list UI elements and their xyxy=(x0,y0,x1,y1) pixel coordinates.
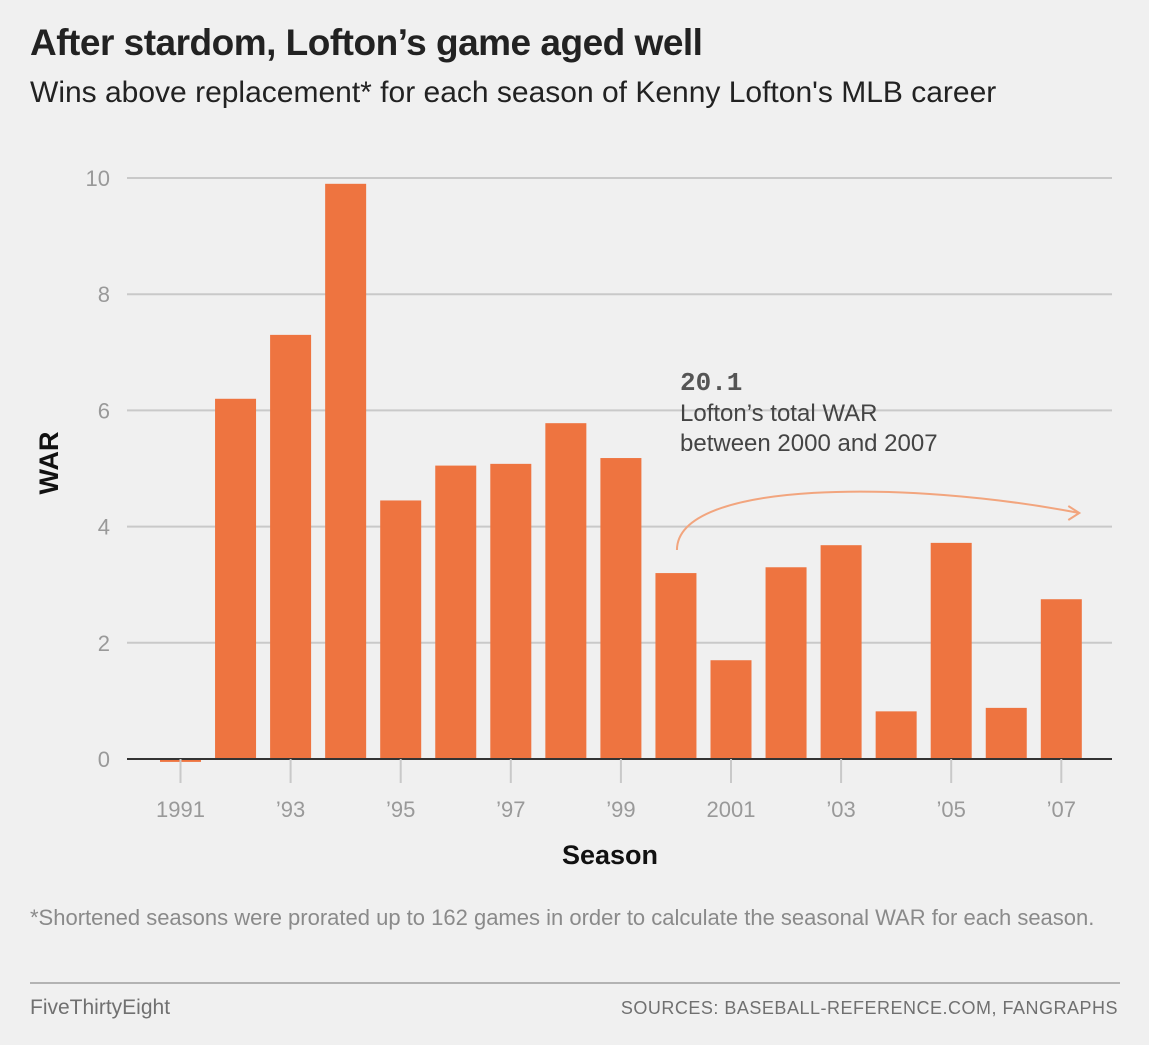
y-tick-label: 0 xyxy=(98,747,110,772)
footnote: *Shortened seasons were prorated up to 1… xyxy=(30,905,1095,930)
bar-2006 xyxy=(985,707,1027,759)
bar-1996 xyxy=(435,465,477,759)
bar-2007 xyxy=(1040,599,1082,759)
bar-1993 xyxy=(270,334,312,759)
x-tick-label: ’07 xyxy=(1047,797,1076,822)
bar-2000 xyxy=(655,573,697,759)
y-tick-label: 10 xyxy=(86,166,110,191)
x-tick-label: ’95 xyxy=(386,797,415,822)
brand-label: FiveThirtyEight xyxy=(30,996,171,1019)
annotation-arrow-head xyxy=(1067,505,1082,521)
x-tick-label: ’05 xyxy=(937,797,966,822)
y-axis-title: WAR xyxy=(34,432,64,495)
sources-label: SOURCES: BASEBALL-REFERENCE.COM, FANGRAP… xyxy=(620,998,1118,1018)
bar-1995 xyxy=(380,500,422,759)
x-tick-label: ’99 xyxy=(606,797,635,822)
x-tick-label: 2001 xyxy=(707,797,756,822)
bar-2002 xyxy=(765,567,807,759)
y-tick-label: 6 xyxy=(98,398,110,423)
y-tick-label: 4 xyxy=(98,515,110,540)
y-tick-label: 2 xyxy=(98,631,110,656)
bar-2001 xyxy=(710,660,752,759)
annotation-line-2: between 2000 and 2007 xyxy=(680,430,938,457)
bar-1999 xyxy=(600,458,642,759)
x-tick-label: ’97 xyxy=(496,797,525,822)
axes: 0 2 4 6 8 10 1991 ’93 ’95 ’97 ’99 2001 ’03 ’05 ’07 Seas… xyxy=(34,166,1112,870)
annotation-value: 20.1 xyxy=(680,368,742,398)
bar-1992 xyxy=(215,398,257,759)
bar-2003 xyxy=(820,545,862,759)
x-tick-label: ’93 xyxy=(276,797,305,822)
x-tick-label: 1991 xyxy=(156,797,205,822)
x-axis-title: Season xyxy=(562,840,658,870)
bar-2004 xyxy=(875,711,917,759)
annotation-arrow-curve xyxy=(675,490,1080,551)
chart-title: After stardom, Lofton’s game aged well xyxy=(30,22,703,63)
x-tick-label: ’03 xyxy=(826,797,855,822)
bars xyxy=(160,183,1082,762)
bar-1994 xyxy=(325,183,367,759)
annotation-line-1: Lofton’s total WAR xyxy=(680,400,877,427)
bar-2005 xyxy=(930,542,972,759)
chart-subtitle: Wins above replacement* for each season … xyxy=(30,76,997,109)
war-bar-chart: 0 2 4 6 8 10 1991 ’93 ’95 ’97 ’99 2001 ’03 ’05 ’07 Seas… xyxy=(34,166,1112,870)
footer-divider xyxy=(30,982,1120,984)
y-tick-label: 8 xyxy=(98,282,110,307)
bar-1997 xyxy=(490,463,532,759)
bar-1998 xyxy=(545,423,587,759)
